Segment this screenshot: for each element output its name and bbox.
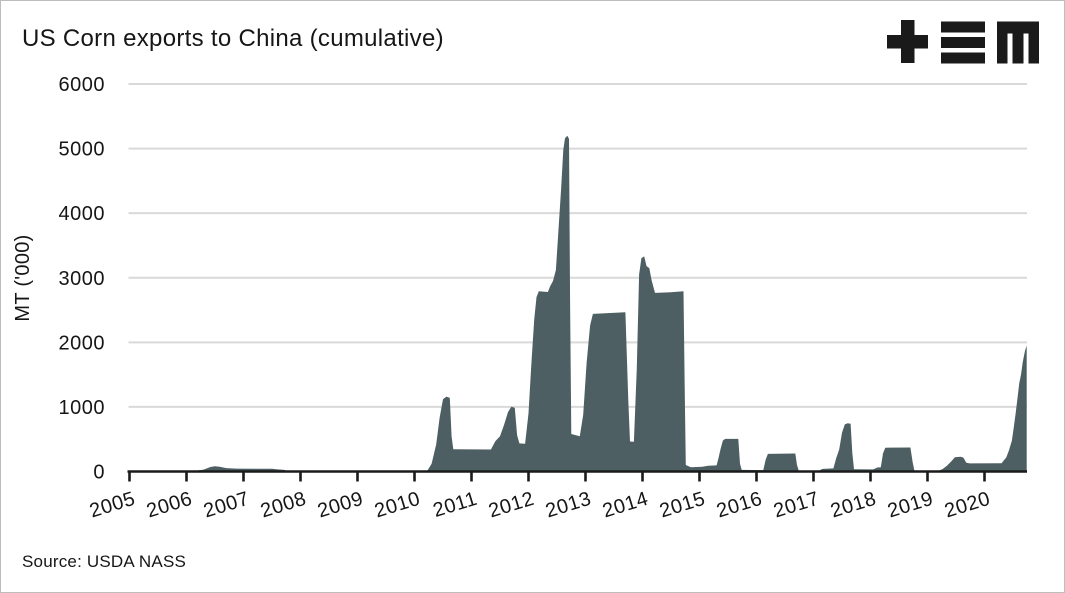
source-note: Source: USDA NASS — [22, 552, 187, 571]
x-tick-label-2011: 2011 — [430, 488, 479, 522]
x-tick-label-2017: 2017 — [771, 488, 822, 523]
x-tick-label-2019: 2019 — [885, 488, 936, 523]
tem-logo — [887, 20, 1039, 64]
m-glyph-icon — [997, 21, 1039, 64]
y-tick-label-2000: 2000 — [59, 332, 106, 354]
x-tick-label-2018: 2018 — [828, 488, 879, 523]
y-tick-label-0: 0 — [93, 462, 105, 484]
gridlines — [128, 83, 1027, 408]
x-tick-label-2016: 2016 — [714, 488, 765, 523]
x-tick-label-2007: 2007 — [201, 488, 252, 523]
x-tick-label-2020: 2020 — [942, 488, 993, 523]
x-axis-ticks — [128, 472, 986, 482]
x-tick-label-2005: 2005 — [87, 488, 138, 523]
y-axis-title: MT ('000) — [12, 234, 34, 321]
x-tick-label-2006: 2006 — [144, 488, 195, 523]
area-series — [129, 135, 1027, 472]
y-tick-label-6000: 6000 — [59, 74, 106, 96]
x-tick-label-2010: 2010 — [372, 488, 423, 523]
triple-bar-icon — [941, 21, 985, 64]
y-tick-label-1000: 1000 — [59, 397, 106, 419]
plus-icon — [887, 20, 928, 63]
page-title: US Corn exports to China (cumulative) — [22, 25, 444, 52]
x-tick-label-2015: 2015 — [657, 488, 708, 523]
y-axis-tick-labels: 0 1000 2000 3000 4000 5000 6000 — [59, 74, 106, 484]
x-tick-label-2008: 2008 — [258, 488, 309, 523]
x-tick-label-2009: 2009 — [315, 488, 366, 523]
x-tick-label-2014: 2014 — [600, 488, 651, 523]
y-tick-label-4000: 4000 — [59, 203, 106, 225]
x-axis-tick-labels: 2005 2006 2007 2008 2009 2010 2011 2012 2013 2014… — [87, 488, 993, 523]
y-tick-label-3000: 3000 — [59, 268, 106, 290]
x-tick-label-2012: 2012 — [486, 488, 537, 523]
x-tick-label-2013: 2013 — [543, 488, 594, 523]
y-tick-label-5000: 5000 — [59, 139, 106, 161]
